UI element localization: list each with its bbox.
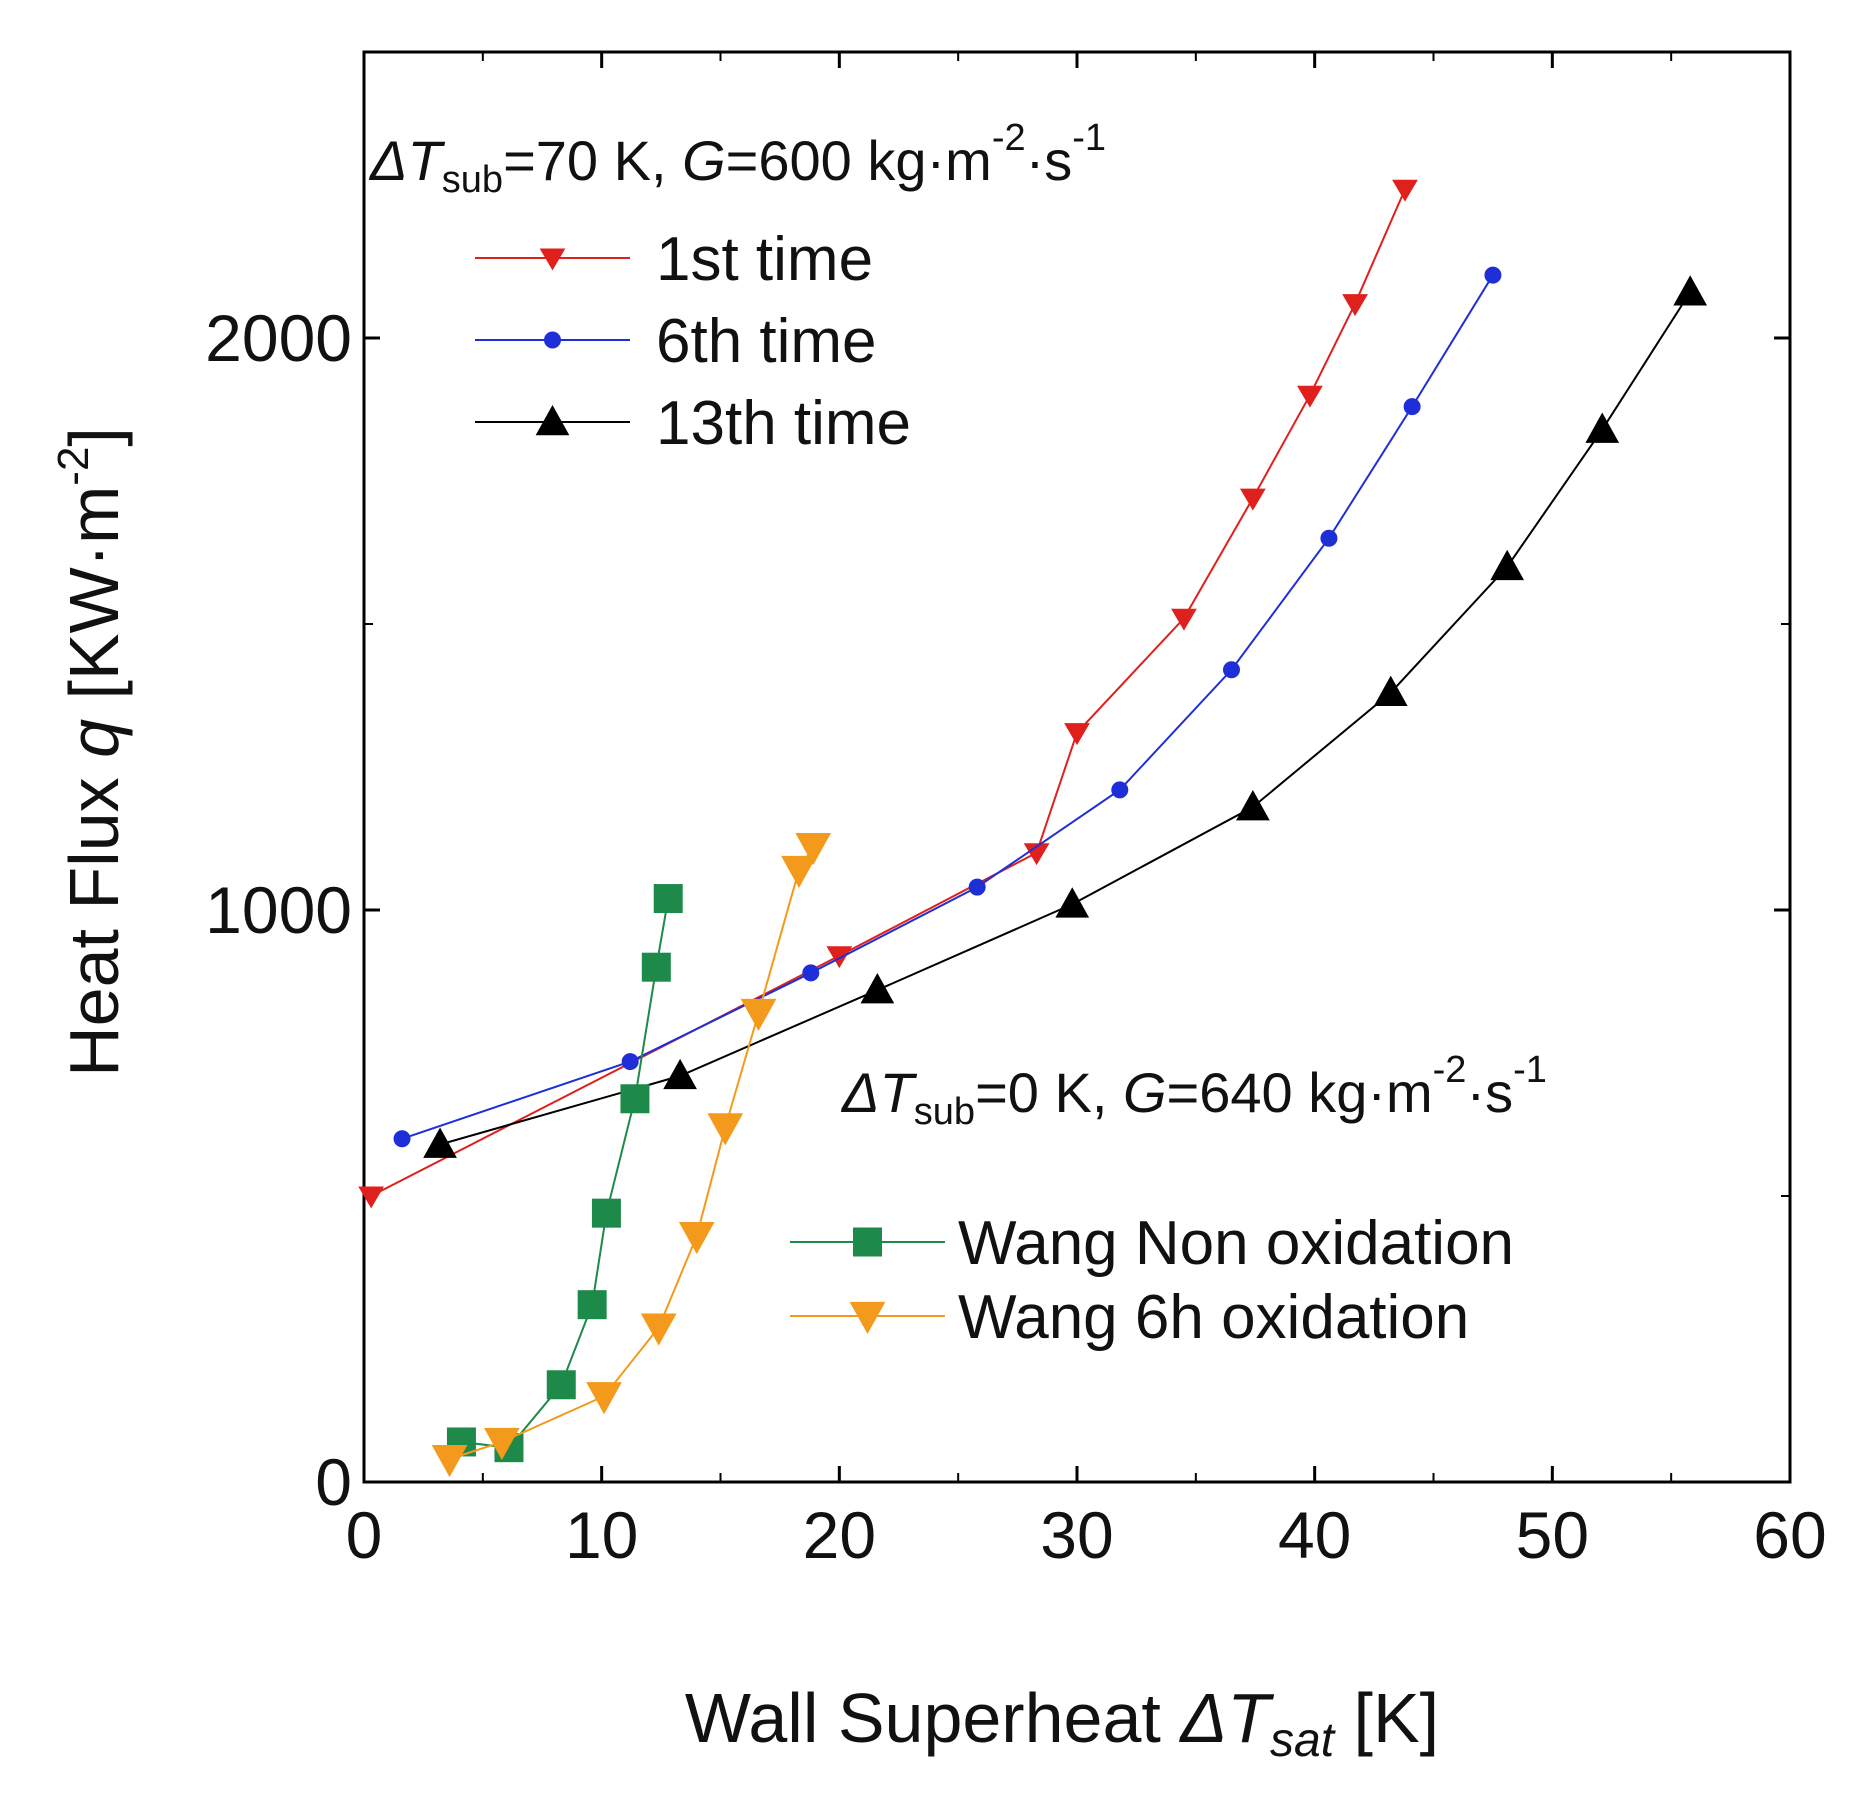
data-point	[621, 1053, 639, 1071]
data-point	[707, 1113, 744, 1146]
series-line	[439, 291, 1692, 1146]
legend-marker	[535, 404, 570, 436]
series-1st-time	[358, 179, 1418, 1209]
data-point	[1392, 179, 1418, 202]
series-line	[461, 898, 670, 1449]
data-point	[663, 1058, 697, 1090]
condition-annotation-1: ΔTsub=70 K, G=600 kg·m-2·s-1	[368, 117, 1106, 201]
data-point	[1023, 843, 1050, 866]
series-line	[401, 274, 1494, 1140]
data-point	[826, 946, 853, 969]
x-axis-ticks: 0 10 20 30 40 50 60	[346, 52, 1827, 1572]
series-13th-time	[423, 275, 1708, 1158]
axes: 0 10 20 30 40 50 60 0 1000 2000	[205, 50, 1827, 1572]
legend-entry: Wang 6h oxidation	[790, 1283, 1469, 1352]
y-tick-label: 2000	[205, 301, 352, 375]
data-point	[1585, 412, 1620, 443]
legend-label: Wang Non oxidation	[958, 1209, 1514, 1278]
data-series	[358, 179, 1708, 1478]
data-point	[591, 1198, 621, 1228]
legend-label: 1st time	[656, 225, 873, 294]
data-point	[1320, 529, 1338, 547]
data-point	[802, 964, 820, 982]
data-point	[795, 832, 832, 866]
x-tick-label: 60	[1753, 1498, 1826, 1572]
data-point	[1239, 488, 1266, 511]
data-point	[393, 1130, 411, 1148]
data-point	[358, 1186, 385, 1209]
series-wang-6h-oxidation	[431, 832, 832, 1478]
y-axis-title: Heat Flux q [KW·m-2]	[49, 427, 133, 1077]
data-point	[1490, 549, 1525, 581]
data-point	[860, 973, 895, 1004]
legend-entry: Wang Non oxidation	[790, 1209, 1514, 1278]
y-tick-label: 0	[315, 1445, 352, 1519]
legend-marker	[853, 1227, 882, 1257]
legend-marker	[539, 248, 566, 271]
condition-annotation-2: ΔTsub=0 K, G=640 kg·m-2·s-1	[840, 1049, 1547, 1133]
data-point	[1236, 790, 1270, 821]
x-tick-label: 10	[565, 1498, 638, 1572]
x-tick-label: 30	[1040, 1498, 1113, 1572]
x-tick-label: 0	[346, 1498, 383, 1572]
data-point	[1484, 266, 1502, 284]
data-point	[1055, 887, 1090, 918]
data-point	[1064, 723, 1090, 746]
data-point	[640, 1313, 677, 1346]
legend-label: 13th time	[656, 389, 911, 458]
data-point	[781, 855, 817, 888]
data-point	[678, 1221, 715, 1255]
legend-marker	[544, 331, 561, 349]
data-point	[431, 1445, 468, 1478]
legend-marker	[849, 1301, 886, 1335]
data-point	[577, 1290, 607, 1320]
data-point	[1111, 781, 1129, 799]
data-point	[586, 1382, 622, 1415]
legend-label: 6th time	[656, 307, 877, 376]
data-point	[483, 1427, 520, 1460]
data-point	[1403, 398, 1421, 416]
x-tick-label: 50	[1516, 1498, 1589, 1572]
data-point	[740, 998, 777, 1031]
series-line	[449, 846, 815, 1461]
data-point	[641, 952, 671, 982]
data-point	[620, 1084, 650, 1114]
legend-entry: 6th time	[475, 307, 877, 376]
y-tick-label: 1000	[205, 873, 352, 947]
data-point	[1373, 675, 1408, 706]
series-6th-time	[393, 266, 1502, 1148]
data-point	[1673, 275, 1708, 306]
data-point	[1297, 385, 1323, 408]
data-point	[653, 884, 683, 914]
data-point	[1222, 661, 1240, 679]
data-point	[546, 1370, 576, 1400]
data-point	[968, 878, 986, 896]
y-axis-ticks: 0 1000 2000	[205, 51, 1790, 1519]
data-point	[1342, 294, 1368, 317]
data-point	[1171, 608, 1197, 631]
x-axis-title: Wall Superheat ΔTsat [K]	[685, 1679, 1439, 1767]
x-tick-label: 40	[1278, 1498, 1351, 1572]
legend-upper: 1st time 6th time 13th time	[475, 225, 911, 458]
legend-entry: 1st time	[475, 225, 873, 294]
series-wang-non-oxidation	[446, 884, 683, 1463]
legend-label: Wang 6h oxidation	[958, 1283, 1469, 1352]
x-tick-label: 20	[803, 1498, 876, 1572]
data-point	[423, 1127, 457, 1158]
legend-entry: 13th time	[475, 389, 911, 458]
